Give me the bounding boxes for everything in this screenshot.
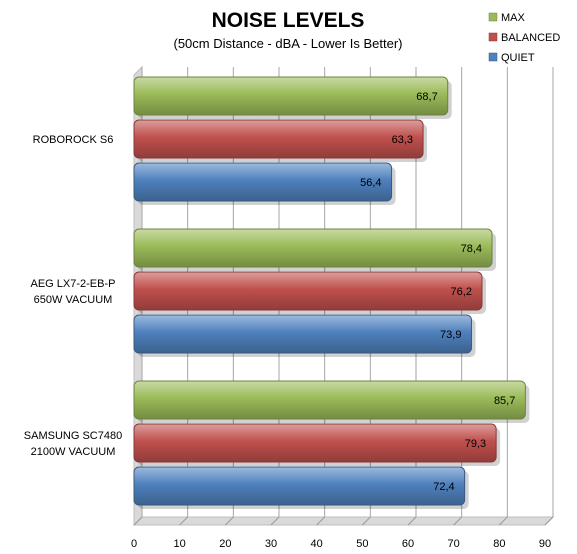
gridline-base	[224, 516, 234, 526]
bar-quiet	[133, 314, 472, 354]
bar-balanced	[133, 119, 424, 159]
gridline-base	[316, 516, 326, 526]
legend-swatch-max	[488, 12, 498, 22]
x-tick-label: 50	[356, 538, 368, 550]
x-tick-label: 10	[174, 538, 186, 550]
bar-value-label: 85,7	[494, 395, 515, 407]
chart-bars	[133, 76, 530, 509]
x-tick-label: 70	[448, 538, 460, 550]
gridline-base	[361, 516, 371, 526]
bar-value-label: 56,4	[360, 177, 381, 189]
legend-label-quiet: QUIET	[501, 52, 535, 64]
bar-balanced	[133, 423, 497, 463]
legend-label-balanced: BALANCED	[501, 32, 560, 44]
bar-value-label: 68,7	[416, 91, 437, 103]
bar-balanced	[133, 271, 483, 311]
bar-quiet	[133, 466, 466, 506]
x-tick-label: 20	[219, 538, 231, 550]
bar-value-label: 73,9	[440, 329, 461, 341]
gridline-base	[133, 516, 143, 526]
bar-value-label: 78,4	[461, 243, 482, 255]
category-label: SAMSUNG SC7480 2100W VACUUM	[24, 430, 122, 458]
category-label: ROBOROCK S6	[33, 134, 114, 146]
chart-legend: MAX BALANCED QUIET	[488, 12, 560, 64]
bar-quiet	[133, 162, 393, 202]
gridline-base	[544, 516, 554, 526]
bar-value-label: 72,4	[433, 481, 454, 493]
gridline-base	[179, 516, 189, 526]
bar-max	[133, 380, 526, 420]
bar-value-label: 79,3	[465, 438, 486, 450]
gridline-base	[453, 516, 463, 526]
chart-labels: 0 10 20 30 40 50 60 70 80 90 68,7 63,3 56,4 ROBOROCK …	[24, 91, 551, 550]
chart-floor-plane	[132, 516, 555, 526]
legend-swatch-balanced	[488, 32, 498, 42]
bar-value-label: 63,3	[392, 134, 413, 146]
bar-max	[133, 228, 493, 268]
legend-label-max: MAX	[501, 12, 526, 24]
legend-swatch-quiet	[488, 52, 498, 62]
chart-title: NOISE LEVELS	[212, 9, 365, 32]
bar-max	[133, 76, 449, 116]
x-tick-label: 40	[311, 538, 323, 550]
x-tick-label: 80	[493, 538, 505, 550]
chart-subtitle: (50cm Distance - dBA - Lower Is Better)	[173, 36, 402, 51]
gridline-base	[498, 516, 508, 526]
bar-value-label: 76,2	[451, 286, 472, 298]
category-label: AEG LX7-2-EB-P 650W VACUUM	[31, 278, 116, 306]
gridline-base	[407, 516, 417, 526]
x-tick-label: 90	[539, 538, 551, 550]
x-tick-label: 60	[402, 538, 414, 550]
x-tick-label: 0	[131, 538, 137, 550]
gridline-base	[270, 516, 280, 526]
x-tick-label: 30	[265, 538, 277, 550]
